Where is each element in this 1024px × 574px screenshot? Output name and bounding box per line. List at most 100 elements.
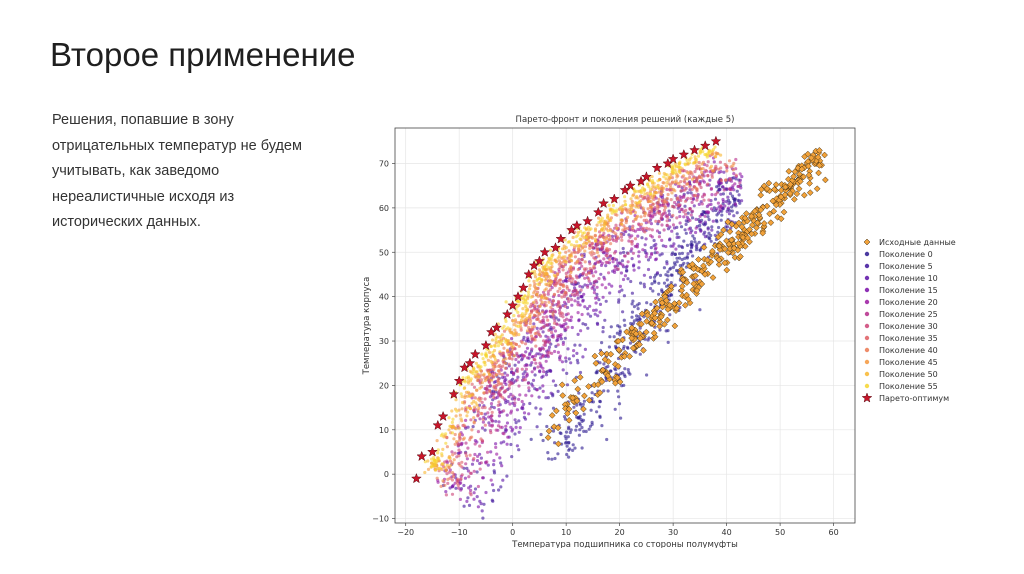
generation-point [655,185,659,189]
generation-point [607,345,611,349]
x-tick-label: 20 [615,528,625,537]
generation-point [524,367,528,371]
generation-point [691,254,695,258]
original-data-point [580,405,587,413]
generation-point [592,308,596,312]
generation-point [561,268,565,272]
generation-point [556,334,560,338]
generation-point [533,332,537,336]
generation-point [690,187,694,191]
pareto-point [480,339,492,351]
generation-point [679,225,684,229]
generation-point [697,164,701,168]
generation-point [488,383,492,388]
generation-point [584,323,588,327]
generation-point [630,291,634,295]
generation-point [459,417,463,421]
generation-point [565,452,569,457]
generation-point [474,361,478,365]
generation-point [473,396,477,400]
generation-point [481,516,485,520]
generation-point [599,223,603,227]
generation-point [518,426,522,430]
generation-point [631,226,635,230]
y-tick-label: 20 [379,381,389,390]
generation-point [523,342,528,346]
generation-point [621,310,625,314]
generation-point [588,304,592,308]
generation-point [561,368,565,372]
generation-point [562,247,566,251]
original-data-point [760,220,768,227]
generation-point [690,244,694,248]
generation-point [511,371,515,375]
generation-point [547,278,552,282]
generation-point [472,416,476,420]
generation-point [470,382,474,386]
generation-point [470,428,474,432]
generation-point [492,384,496,388]
original-data-point [640,346,647,354]
generation-point [643,192,647,196]
generation-point [558,354,562,358]
generation-point [622,294,626,298]
generation-point [510,367,514,371]
generation-point [481,420,485,424]
generation-point [693,170,697,174]
generation-point [514,342,518,346]
generation-point [512,314,516,318]
original-data-point [632,330,640,338]
legend-label: Поколение 15 [879,286,938,295]
generation-point [586,312,590,316]
generation-point [531,384,535,388]
generation-point [458,413,462,417]
generation-point [462,436,466,440]
generation-point [689,156,693,160]
generation-point [631,194,635,198]
pareto-point [667,153,679,164]
generation-point [460,400,465,405]
generation-point [620,238,624,242]
generation-point [433,458,437,462]
generation-point [477,406,481,410]
generation-point [648,255,652,259]
generation-point [566,312,570,316]
generation-point [477,375,481,379]
generation-point [685,243,690,247]
original-data-point [569,394,576,402]
generation-point [655,229,660,233]
generation-point [644,237,648,241]
generation-point [502,440,506,444]
generation-point [724,200,728,204]
generation-point [516,310,520,314]
generation-point [654,246,658,250]
generation-point [607,237,611,241]
y-tick-label: 40 [379,293,389,302]
generation-point [592,291,596,295]
generation-point [513,403,517,408]
generation-point [579,329,583,333]
generation-point [532,300,536,304]
generation-point [550,286,554,290]
generation-point [606,213,610,217]
generation-point [575,240,579,244]
generation-point [674,247,678,251]
generation-point [700,176,704,180]
generation-point [647,185,651,189]
generation-point [517,333,521,337]
chart-title: Парето-фронт и поколения решений (каждые… [516,115,735,125]
generation-point [706,215,710,219]
generation-point [581,242,585,247]
legend-marker-pareto [861,392,873,403]
generation-point [545,315,549,319]
generation-point [543,300,547,304]
generation-point [621,347,626,351]
generation-point [465,499,469,503]
generation-point [639,281,643,285]
generation-point [554,260,558,264]
generation-point [579,288,583,292]
generation-point [463,380,467,384]
generation-point [559,261,563,265]
generation-point [475,495,479,499]
generation-point [628,235,632,239]
